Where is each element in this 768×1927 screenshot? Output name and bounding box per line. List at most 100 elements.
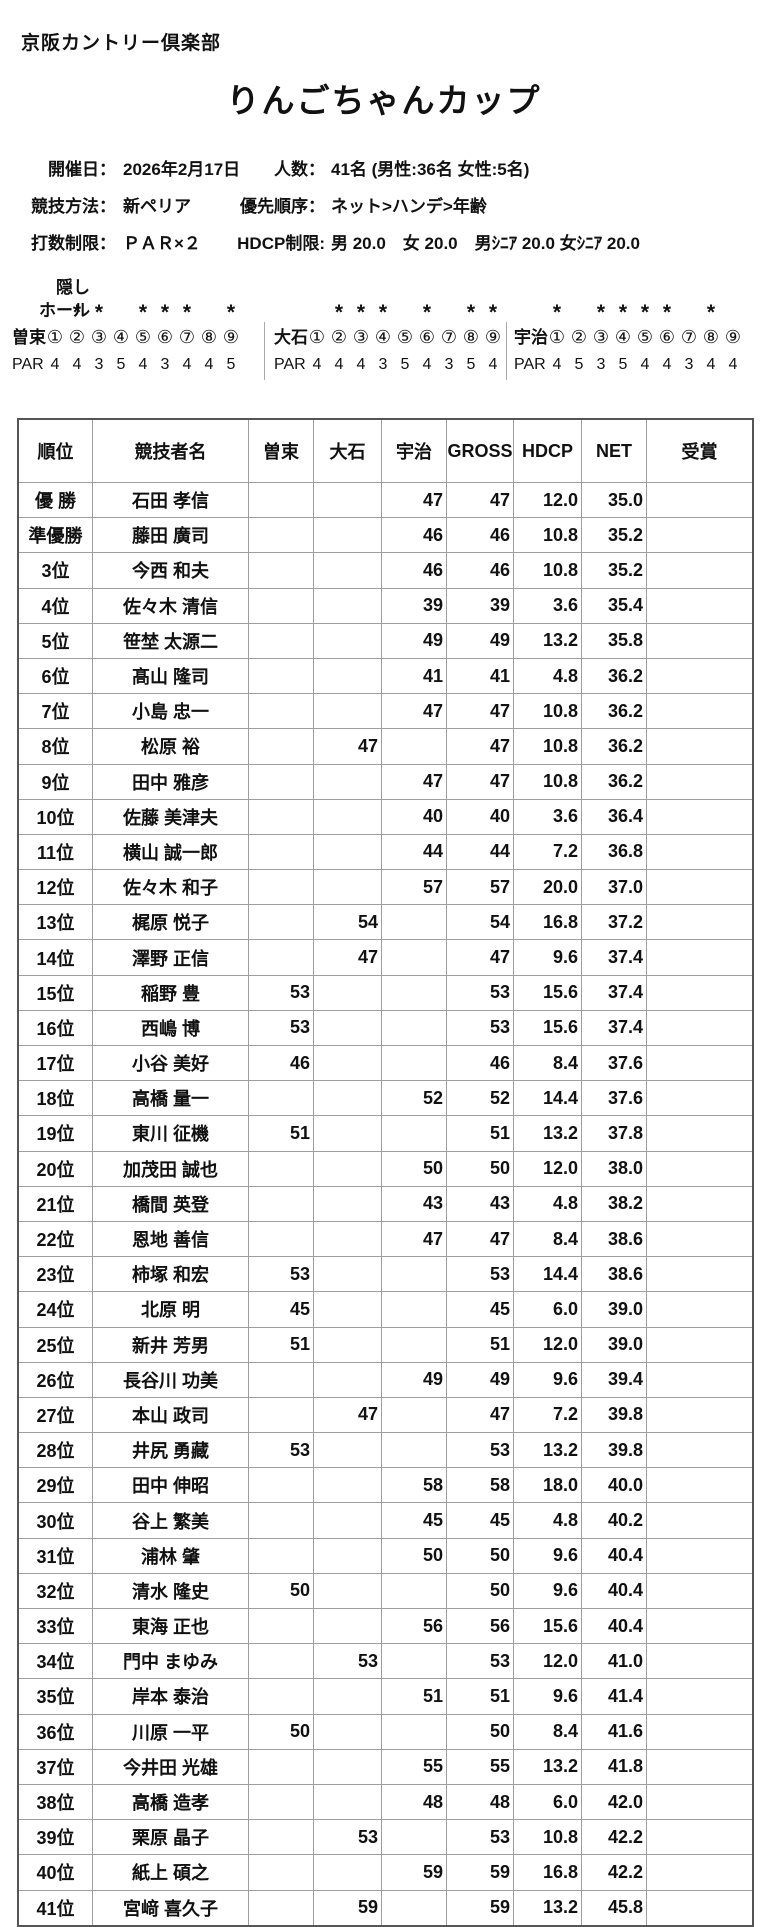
hole-column: * ③ 4 xyxy=(350,300,372,378)
rank-cell: 28位 xyxy=(19,1433,93,1468)
hole-number: ⑥ xyxy=(658,327,676,347)
table-row: 29位 田中 伸昭 58 58 18.0 40.0 xyxy=(19,1468,752,1504)
rank-cell: 優 勝 xyxy=(19,483,93,518)
uji-score-cell xyxy=(382,1890,447,1925)
oishi-score-cell xyxy=(314,1503,382,1538)
hdcp-cell: 20.0 xyxy=(514,870,582,905)
net-cell: 36.8 xyxy=(582,834,647,870)
gross-cell: 53 xyxy=(447,1010,514,1045)
award-cell xyxy=(647,1116,752,1150)
date-value: 2026年2月17日 xyxy=(123,160,241,179)
hole-par: 4 xyxy=(356,356,366,373)
table-row: 3位 今西 和夫 46 46 10.8 35.2 xyxy=(19,553,752,589)
award-cell xyxy=(647,976,752,1010)
net-cell: 37.6 xyxy=(582,1046,647,1081)
player-name-cell: 恩地 善信 xyxy=(93,1221,249,1257)
award-cell xyxy=(647,1222,752,1256)
uji-score-cell: 56 xyxy=(382,1609,447,1644)
course-block-oishi: 大石 PAR ① 4 * ② 4 * ③ 4 * ④ 3 ⑤ 5 xyxy=(272,300,504,378)
award-cell xyxy=(647,1292,752,1326)
oishi-score-cell: 54 xyxy=(314,905,382,940)
table-row: 38位 高橋 造孝 48 48 6.0 42.0 xyxy=(19,1784,752,1821)
player-name-cell: 藤田 廣司 xyxy=(93,518,249,553)
table-row: 22位 恩地 善信 47 47 8.4 38.6 xyxy=(19,1221,752,1258)
gross-cell: 53 xyxy=(447,1820,514,1855)
table-row: 20位 加茂田 誠也 50 50 12.0 38.0 xyxy=(19,1151,752,1187)
net-cell: 37.6 xyxy=(582,1081,647,1116)
page-title: りんごちゃんカップ xyxy=(226,82,542,119)
net-cell: 39.0 xyxy=(582,1292,647,1327)
net-cell: 37.0 xyxy=(582,870,647,905)
table-row: 18位 高橋 量一 52 52 14.4 37.6 xyxy=(19,1081,752,1117)
gross-cell: 40 xyxy=(447,799,514,834)
hdcp-cell: 9.6 xyxy=(514,1538,582,1573)
table-row: 17位 小谷 美好 46 46 8.4 37.6 xyxy=(19,1046,752,1082)
player-name-cell: 東川 征機 xyxy=(93,1116,249,1151)
net-cell: 37.4 xyxy=(582,940,647,975)
uji-score-cell xyxy=(382,1292,447,1327)
hole-column: * ⑦ 4 xyxy=(176,300,198,378)
player-name-cell: 谷上 繁美 xyxy=(93,1503,249,1538)
table-row: 12位 佐々木 和子 57 57 20.0 37.0 xyxy=(19,870,752,906)
gross-cell: 49 xyxy=(447,623,514,658)
soto-score-cell xyxy=(249,729,314,764)
hdcp-cell: 15.6 xyxy=(514,975,582,1010)
player-name-cell: 加茂田 誠也 xyxy=(93,1151,249,1186)
net-cell: 39.0 xyxy=(582,1327,647,1362)
table-row: 27位 本山 政司 47 47 7.2 39.8 xyxy=(19,1397,752,1434)
award-cell xyxy=(647,1679,752,1713)
player-name-cell: 小谷 美好 xyxy=(93,1046,249,1081)
net-cell: 36.2 xyxy=(582,658,647,694)
hidden-hole-star: * xyxy=(160,301,170,324)
uji-score-cell xyxy=(382,1644,447,1679)
uji-score-cell xyxy=(382,940,447,975)
soto-score-cell xyxy=(249,1081,314,1116)
hole-par: 4 xyxy=(706,356,716,373)
hole-number: ⑨ xyxy=(484,327,502,347)
soto-score-cell xyxy=(249,1151,314,1186)
award-cell xyxy=(647,1152,752,1186)
rank-cell: 12位 xyxy=(19,870,93,905)
net-cell: 35.0 xyxy=(582,483,647,518)
hole-number: ③ xyxy=(592,327,610,347)
award-cell xyxy=(647,1539,752,1573)
header-cell: 宇治 xyxy=(382,420,447,482)
oishi-score-cell xyxy=(314,1257,382,1292)
uji-score-cell xyxy=(382,1820,447,1855)
table-row: 30位 谷上 繁美 45 45 4.8 40.2 xyxy=(19,1503,752,1539)
soto-score-cell: 51 xyxy=(249,1116,314,1151)
hdcp-cell: 13.2 xyxy=(514,1890,582,1925)
uji-score-cell: 57 xyxy=(382,870,447,905)
results-table: 順位 競技者名 曽束 大石 宇治 GROSS HDCP NET 受賞 優 勝 石… xyxy=(17,418,754,1927)
table-row: 25位 新井 芳男 51 51 12.0 39.0 xyxy=(19,1327,752,1363)
oishi-score-cell xyxy=(314,1855,382,1890)
gross-cell: 47 xyxy=(447,940,514,975)
hdcp-cell: 8.4 xyxy=(514,1221,582,1257)
hidden-hole-star: * xyxy=(334,301,344,324)
gross-cell: 53 xyxy=(447,975,514,1010)
hole-column: ① 4 xyxy=(44,300,66,378)
net-cell: 36.4 xyxy=(582,799,647,834)
hole-column: ⑦ 3 xyxy=(438,300,460,378)
hdcp-cell: 9.6 xyxy=(514,1362,582,1397)
award-cell xyxy=(647,694,752,728)
uji-score-cell: 47 xyxy=(382,1221,447,1257)
soto-score-cell xyxy=(249,588,314,623)
award-cell xyxy=(647,624,752,658)
award-cell xyxy=(647,1644,752,1678)
hdcp-cell: 13.2 xyxy=(514,1116,582,1151)
rank-cell: 15位 xyxy=(19,975,93,1010)
gross-cell: 47 xyxy=(447,1221,514,1257)
uji-score-cell: 46 xyxy=(382,553,447,588)
soto-score-cell xyxy=(249,870,314,905)
table-row: 15位 稲野 豊 53 53 15.6 37.4 xyxy=(19,975,752,1011)
player-name-cell: 柿塚 和宏 xyxy=(93,1257,249,1292)
hidden-holes-label-line1: 隠し xyxy=(56,278,90,297)
rank-cell: 7位 xyxy=(19,694,93,729)
rank-cell: 20位 xyxy=(19,1151,93,1186)
hole-column: ① 4 xyxy=(306,300,328,378)
table-row: 優 勝 石田 孝信 47 47 12.0 35.0 xyxy=(19,483,752,519)
award-cell xyxy=(647,518,752,552)
table-row: 35位 岸本 泰治 51 51 9.6 41.4 xyxy=(19,1679,752,1715)
hole-par: 3 xyxy=(444,356,454,373)
